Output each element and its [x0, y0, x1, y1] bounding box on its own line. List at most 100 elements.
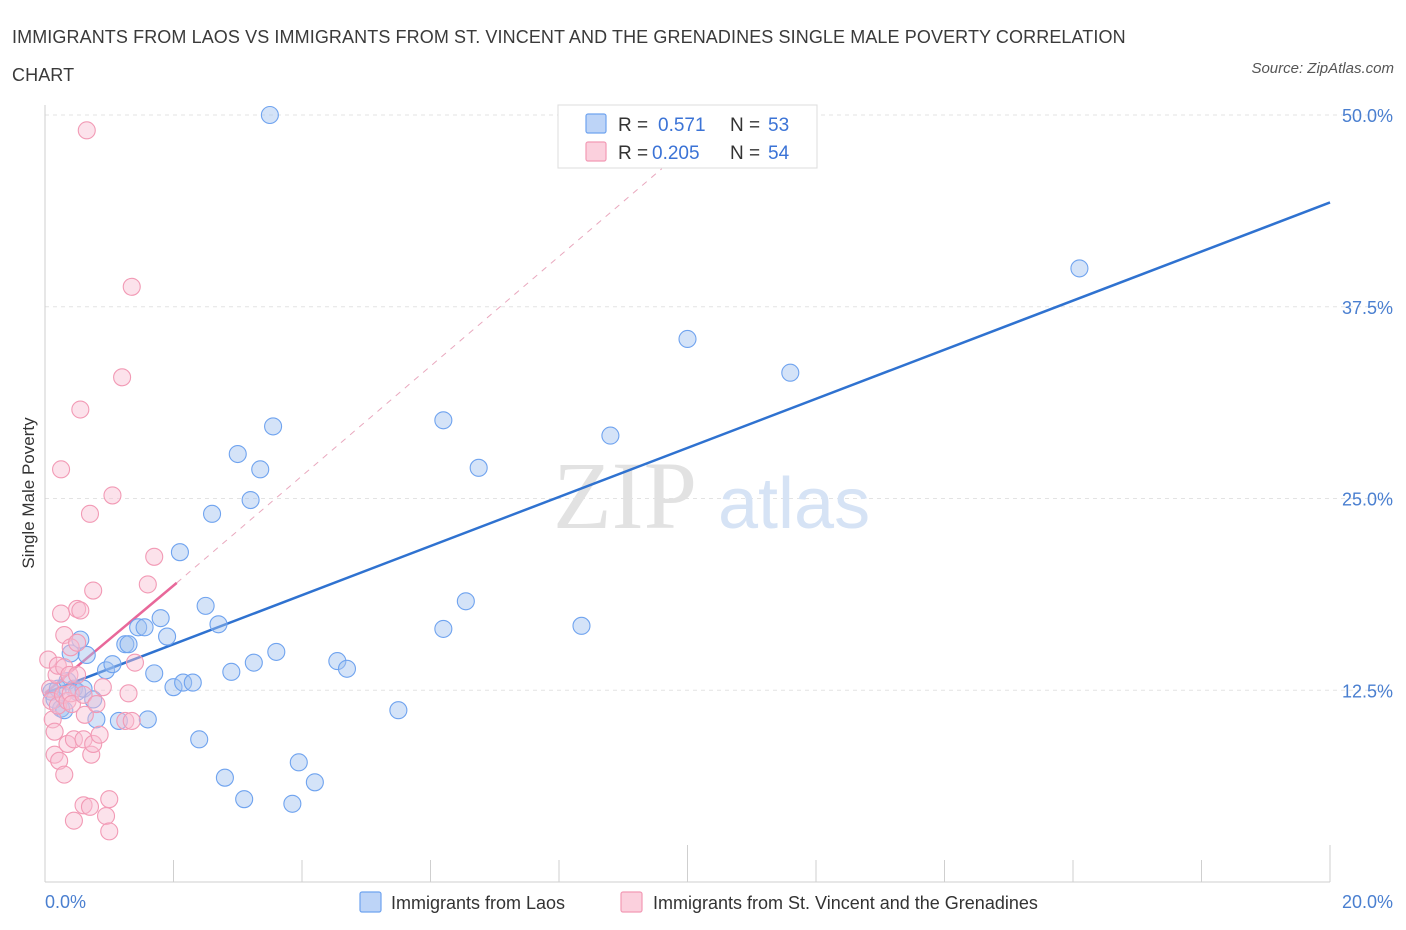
point-laos-57: [1070, 259, 1089, 278]
legend-n-value-1: 53: [768, 115, 789, 136]
point-laos-31: [203, 504, 222, 523]
legend-n-label-2: N =: [730, 143, 760, 164]
point-svg-39: [87, 695, 106, 714]
point-laos-56: [781, 363, 800, 382]
point-svg-40: [90, 725, 109, 744]
point-laos-13: [87, 710, 106, 729]
point-svg-49: [122, 711, 141, 730]
point-laos-23: [151, 609, 170, 628]
point-svg-0: [39, 650, 58, 669]
point-laos-24: [158, 627, 177, 646]
point-laos-39: [251, 460, 270, 479]
point-svg-4: [45, 722, 64, 741]
point-svg-23: [64, 730, 83, 749]
point-laos-47: [337, 659, 357, 678]
x-tick-labels: 0.0% 20.0%: [45, 892, 1393, 912]
point-svg-6: [47, 665, 66, 684]
point-svg-44: [100, 790, 119, 809]
bottom-legend-label-svg: Immigrants from St. Vincent and the Gren…: [653, 893, 1038, 913]
x-tick-label-1: 20.0%: [1342, 892, 1393, 912]
chart-title: IMMIGRANTS FROM LAOS VS IMMIGRANTS FROM …: [12, 27, 1126, 85]
y-axis-label: Single Male Poverty: [19, 417, 38, 569]
point-svg-29: [74, 796, 93, 815]
point-laos-32: [209, 615, 228, 634]
legend-swatch-svg: [585, 141, 607, 162]
bottom-legend: Immigrants from Laos Immigrants from St.…: [359, 891, 1038, 913]
bottom-legend-swatch-svg: [620, 891, 643, 913]
point-svg-31: [74, 685, 93, 704]
source-label: Source: ZipAtlas.com: [1251, 60, 1394, 77]
watermark-atlas: atlas: [718, 464, 870, 544]
point-svg-10: [52, 604, 71, 623]
point-svg-48: [119, 684, 138, 703]
point-laos-37: [241, 490, 260, 510]
x-ticks: [173, 845, 1331, 882]
point-svg-22: [64, 811, 83, 830]
bottom-legend-label-laos: Immigrants from Laos: [391, 893, 565, 913]
point-laos-20: [135, 618, 154, 637]
point-laos-22: [145, 664, 164, 683]
watermark-zip: ZIP: [553, 442, 697, 549]
grid-lines: [45, 114, 1392, 691]
point-svg-20: [61, 638, 80, 657]
point-svg-38: [84, 581, 103, 600]
point-svg-50: [122, 277, 141, 296]
point-svg-32: [75, 705, 94, 724]
legend-n-value-2: 54: [768, 143, 790, 164]
watermark: ZIP atlas: [553, 442, 870, 549]
point-laos-34: [222, 662, 241, 681]
point-laos-33: [215, 768, 234, 787]
point-laos-43: [283, 794, 302, 813]
point-svg-27: [71, 400, 90, 419]
point-laos-38: [244, 653, 263, 672]
y-tick-label-3: 50.0%: [1342, 106, 1393, 126]
point-laos-41: [264, 417, 283, 436]
point-laos-26: [170, 543, 189, 562]
point-laos-45: [305, 773, 324, 792]
point-svg-51: [125, 653, 144, 672]
point-laos-52: [469, 458, 488, 477]
point-laos-28: [183, 673, 202, 692]
y-tick-label-2: 37.5%: [1342, 298, 1393, 318]
point-laos-25: [164, 678, 183, 697]
point-laos-18: [119, 635, 138, 654]
bottom-legend-swatch-laos: [359, 891, 382, 913]
point-laos-15: [103, 655, 122, 674]
point-svg-43: [100, 822, 119, 841]
point-laos-40: [260, 105, 279, 125]
point-laos-35: [228, 444, 247, 464]
point-svg-2: [42, 691, 61, 711]
point-svg-46: [113, 368, 132, 387]
point-svg-35: [80, 797, 100, 816]
point-svg-8: [48, 696, 67, 715]
point-laos-27: [174, 673, 193, 692]
point-laos-55: [678, 329, 697, 349]
series-svg-points: [39, 121, 164, 841]
legend-r-label-1: R =: [618, 115, 648, 136]
legend-swatch-laos: [585, 113, 607, 134]
point-laos-50: [434, 411, 453, 430]
point-svg-47: [116, 711, 135, 730]
point-svg-45: [103, 486, 122, 505]
point-svg-18: [60, 665, 79, 684]
point-laos-51: [456, 592, 475, 611]
point-svg-52: [138, 575, 157, 594]
point-svg-11: [52, 460, 71, 479]
trend-lines: [44, 168, 1331, 695]
point-svg-37: [84, 734, 103, 753]
point-laos-30: [196, 596, 215, 615]
point-svg-53: [145, 547, 164, 566]
point-laos-54: [601, 426, 620, 445]
trend-line-laos: [44, 201, 1331, 695]
point-svg-26: [68, 599, 87, 618]
point-laos-44: [289, 753, 308, 772]
legend-r-label-2: R =: [618, 143, 648, 164]
point-laos-16: [109, 711, 128, 730]
series-laos-points: [42, 105, 1089, 813]
point-laos-53: [572, 616, 591, 635]
point-laos-11: [77, 645, 96, 665]
point-svg-33: [77, 121, 96, 140]
legend-r-value-1: 0.571: [658, 115, 706, 136]
point-svg-28: [71, 601, 90, 620]
point-laos-48: [389, 701, 408, 720]
